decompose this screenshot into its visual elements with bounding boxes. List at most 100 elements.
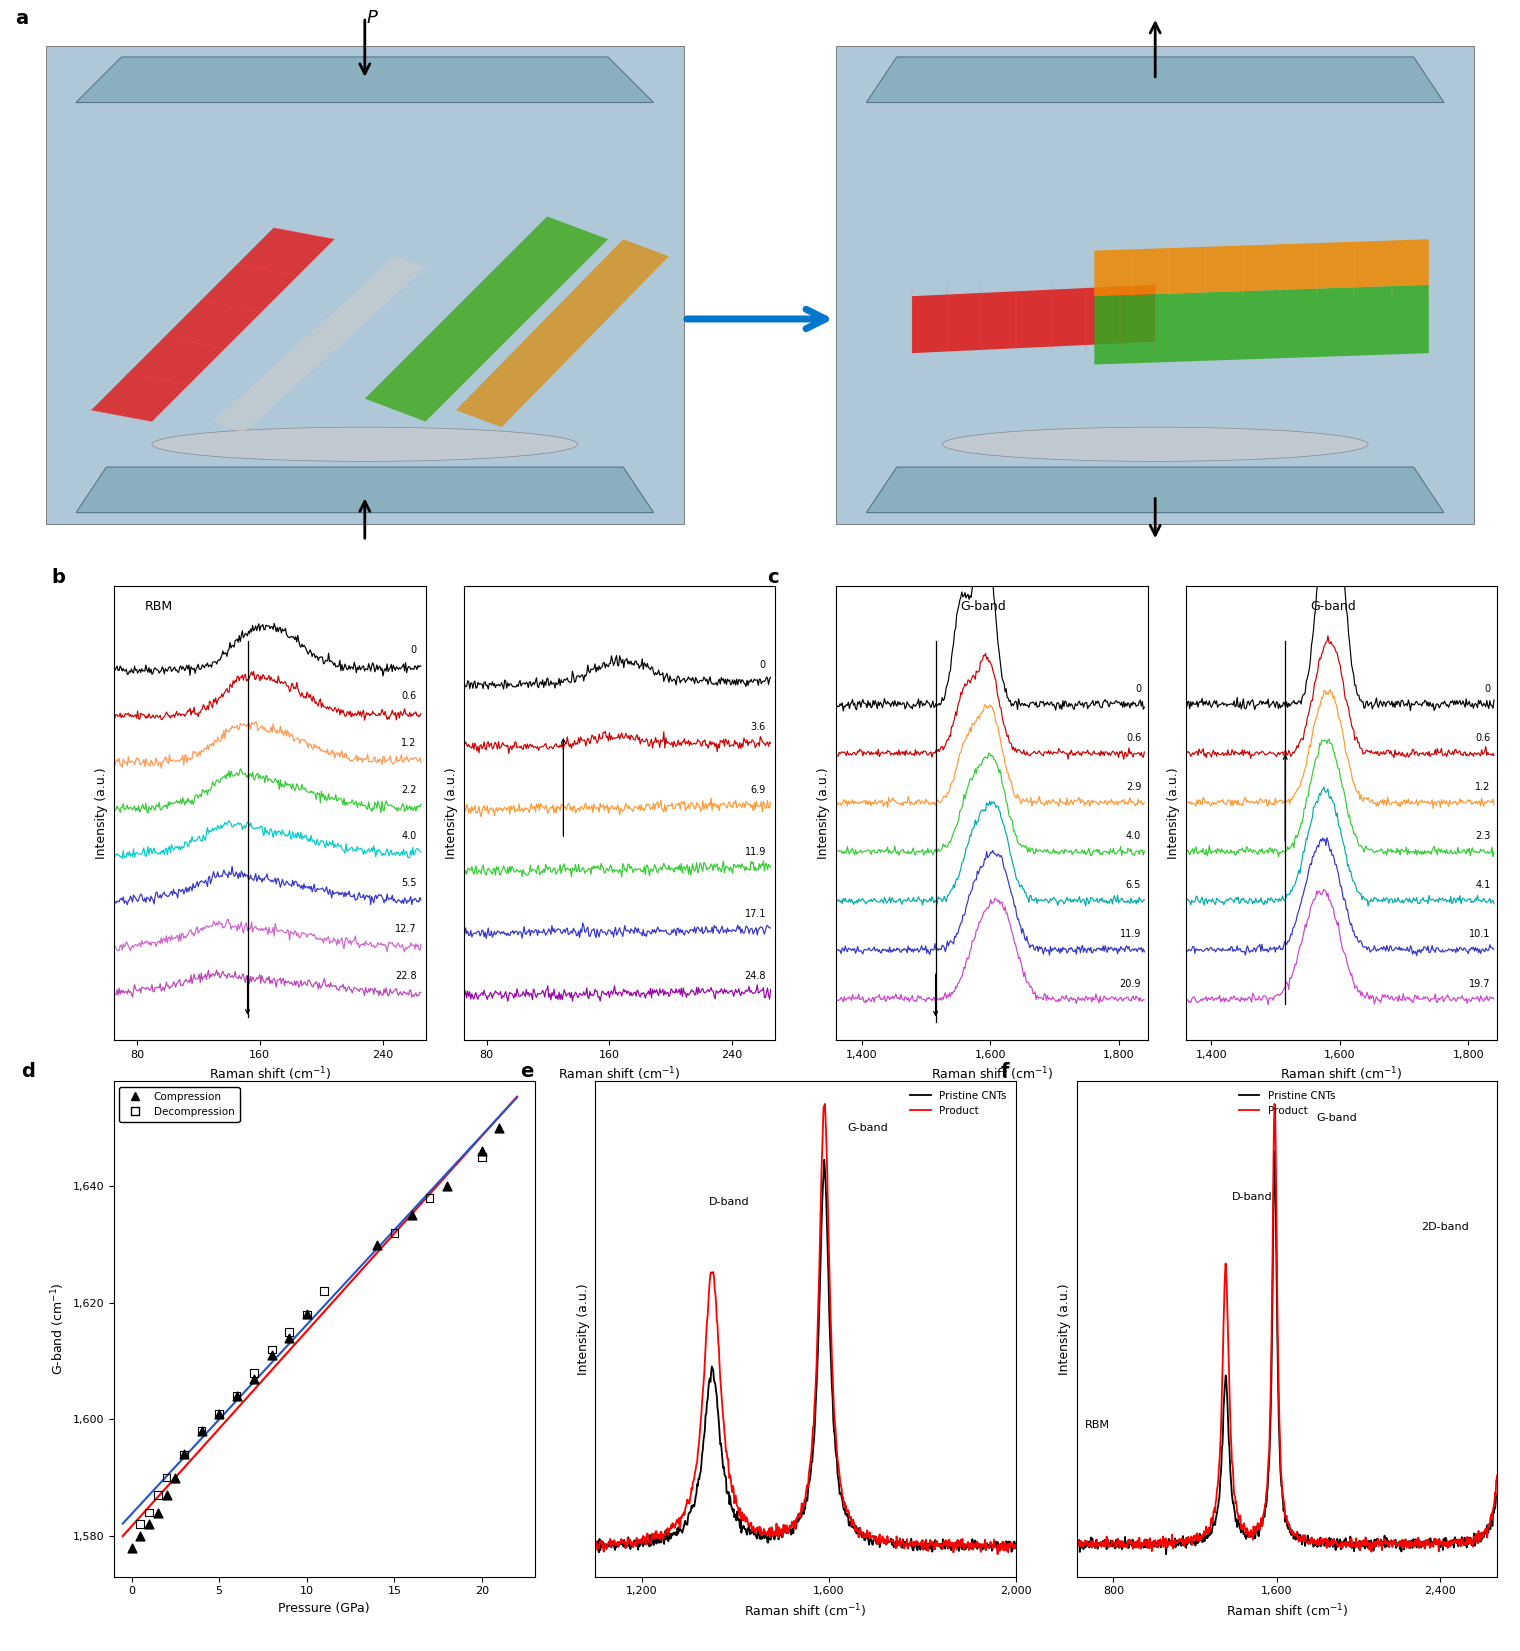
Compression [146,1499,170,1526]
Compression [155,1483,179,1509]
Legend: Compression, Decompression: Compression, Decompression [119,1086,240,1123]
Text: 22.8: 22.8 [395,971,416,981]
Compression [488,1114,512,1141]
Pristine CNTs [868,1529,886,1549]
Polygon shape [91,228,334,421]
Text: 10.1: 10.1 [1470,930,1491,939]
Compression [207,1400,231,1426]
Polygon shape [912,284,1155,353]
Polygon shape [76,467,654,513]
Text: 0: 0 [1135,684,1142,693]
Decompression [146,1483,170,1509]
Compression [225,1384,249,1410]
Polygon shape [866,467,1444,513]
Text: d: d [21,1062,35,1081]
Decompression [155,1464,179,1491]
Text: 3.6: 3.6 [751,723,766,733]
Product [777,1516,795,1535]
Decompression [416,1185,441,1212]
Product [1067,1534,1085,1554]
Compression [137,1511,161,1537]
Pristine CNTs [1430,1537,1449,1557]
Text: e: e [520,1062,534,1081]
Legend: Pristine CNTs, Product: Pristine CNTs, Product [906,1086,1011,1119]
Product [1266,1095,1284,1114]
Compression [277,1324,301,1351]
Text: a: a [15,8,29,28]
Polygon shape [1094,284,1429,365]
Text: b: b [52,568,65,588]
Decompression [137,1499,161,1526]
Text: G-band: G-band [848,1123,888,1133]
Line: Product: Product [1076,1105,1497,1552]
Y-axis label: Intensity (a.u.): Intensity (a.u.) [1058,1283,1072,1375]
Product [1006,1537,1024,1557]
Pristine CNTs [1324,1537,1342,1557]
Decompression [260,1336,284,1362]
Decompression [172,1441,196,1468]
Legend: Pristine CNTs, Product: Pristine CNTs, Product [1234,1086,1339,1119]
Bar [836,46,1474,523]
Decompression [312,1278,336,1304]
Text: 17.1: 17.1 [745,908,766,918]
Line: Pristine CNTs: Pristine CNTs [596,1161,1015,1552]
Compression [190,1418,214,1445]
Compression [120,1534,144,1560]
Product [1430,1532,1449,1552]
Pristine CNTs [815,1151,833,1171]
Pristine CNTs [1067,1540,1085,1560]
Text: 11.9: 11.9 [1120,930,1142,939]
Polygon shape [456,239,669,428]
Text: 0: 0 [410,646,416,655]
Text: D-band: D-band [1233,1192,1272,1202]
Pristine CNTs [904,1540,923,1560]
Text: 2.3: 2.3 [1476,830,1491,840]
Text: 6.5: 6.5 [1126,880,1142,890]
Text: f: f [1002,1062,1009,1081]
Compression [365,1232,389,1258]
Pristine CNTs [836,1497,854,1517]
Text: G-band: G-band [961,599,1006,613]
Text: 2D-band: 2D-band [1421,1222,1470,1232]
Text: RBM: RBM [146,599,173,613]
Product [1336,1534,1354,1554]
Pristine CNTs [1488,1486,1506,1506]
Text: 0.6: 0.6 [401,692,416,702]
X-axis label: Pressure (GPa): Pressure (GPa) [278,1601,369,1615]
Text: 0: 0 [760,660,766,670]
Polygon shape [213,256,426,433]
Y-axis label: Intensity (a.u.): Intensity (a.u.) [96,768,108,859]
Pristine CNTs [1313,1534,1332,1554]
Y-axis label: Intensity (a.u.): Intensity (a.u.) [445,768,458,859]
Pristine CNTs [1006,1534,1024,1554]
X-axis label: Raman shift (cm$^{-1}$): Raman shift (cm$^{-1}$) [930,1065,1053,1083]
Compression [400,1202,424,1228]
Line: Pristine CNTs: Pristine CNTs [1076,1151,1497,1554]
Pristine CNTs [1388,1534,1406,1554]
Polygon shape [866,56,1444,102]
Pristine CNTs [1336,1529,1354,1549]
X-axis label: Raman shift (cm$^{-1}$): Raman shift (cm$^{-1}$) [745,1601,866,1620]
Text: c: c [768,568,780,588]
Text: 5.5: 5.5 [401,878,416,888]
Text: 11.9: 11.9 [745,847,766,857]
Text: 6.9: 6.9 [751,784,766,794]
Decompression [277,1319,301,1346]
Text: 1.2: 1.2 [1476,783,1491,792]
Compression [128,1522,152,1549]
Compression [163,1464,187,1491]
Product [834,1497,853,1517]
X-axis label: Raman shift (cm$^{-1}$): Raman shift (cm$^{-1}$) [558,1065,681,1083]
Compression [295,1301,319,1327]
Text: 2.9: 2.9 [1126,783,1142,792]
Product [903,1535,921,1555]
Pristine CNTs [777,1524,795,1544]
Product [1362,1542,1380,1562]
Text: 0.6: 0.6 [1476,733,1491,743]
Product [587,1532,605,1552]
Product [1312,1529,1330,1549]
Text: 12.7: 12.7 [395,925,416,934]
Y-axis label: Intensity (a.u.): Intensity (a.u.) [576,1283,590,1375]
Compression [470,1138,494,1164]
Pristine CNTs [1093,1534,1111,1554]
